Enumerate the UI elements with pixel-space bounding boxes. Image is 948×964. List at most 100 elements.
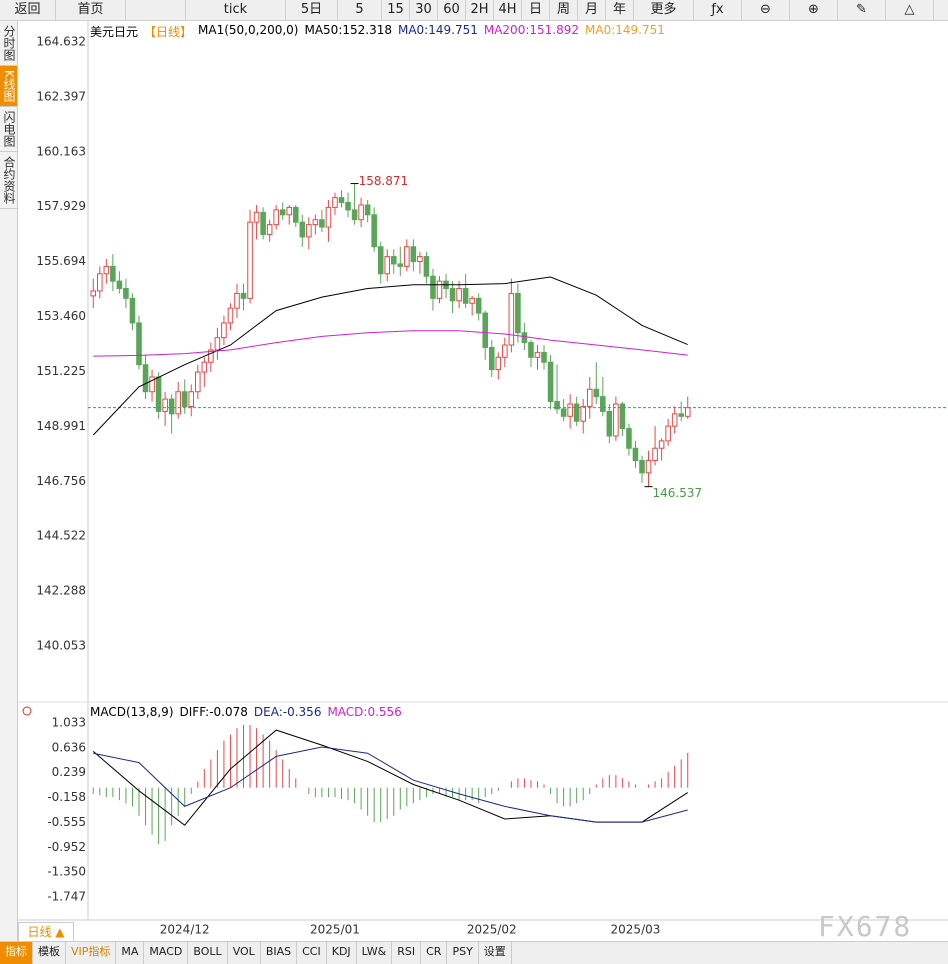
toolbar-icon[interactable] bbox=[126, 0, 186, 20]
candle-body bbox=[162, 398, 168, 412]
sidebar-tab[interactable]: K线图 bbox=[0, 66, 17, 107]
y-tick-label: 164.632 bbox=[36, 34, 86, 48]
bottom-tab[interactable]: BOLL bbox=[188, 942, 228, 964]
candle-body bbox=[195, 371, 201, 393]
toolbar-button[interactable]: 5日 bbox=[286, 0, 338, 20]
toolbar-button[interactable]: 周 bbox=[550, 0, 578, 20]
toolbar-button[interactable]: 返回 bbox=[0, 0, 56, 20]
candle-body bbox=[436, 280, 443, 299]
candle-body bbox=[123, 288, 129, 299]
candle-body bbox=[377, 246, 384, 275]
candle-body bbox=[384, 256, 391, 275]
x-tick-label: 2025/03 bbox=[611, 923, 661, 937]
toolbar-button[interactable]: 日 bbox=[522, 0, 550, 20]
candle-body bbox=[279, 209, 286, 216]
y-tick-label: -0.158 bbox=[47, 790, 86, 804]
candle-body bbox=[534, 351, 541, 358]
bottom-tab[interactable]: MA bbox=[116, 942, 145, 964]
y-tick-label: 144.522 bbox=[36, 529, 86, 543]
bottom-tab[interactable]: KDJ bbox=[327, 942, 357, 964]
sidebar-tab[interactable]: 闪电图 bbox=[0, 107, 17, 152]
candle-body bbox=[515, 292, 521, 334]
y-tick-label: 151.225 bbox=[36, 364, 86, 378]
candle-body bbox=[639, 460, 645, 474]
macd-settings-icon bbox=[22, 706, 32, 716]
candle-body bbox=[658, 440, 665, 449]
sidebar-tab[interactable]: 合约资料 bbox=[0, 152, 17, 209]
candle-body bbox=[541, 351, 547, 363]
candle-body bbox=[600, 396, 606, 412]
bottom-tab[interactable]: 指标 bbox=[0, 942, 33, 964]
y-tick-label: 0.636 bbox=[52, 740, 86, 754]
candle-body bbox=[528, 342, 534, 358]
toolbar-button[interactable]: 5 bbox=[338, 0, 382, 20]
candle-body bbox=[142, 364, 149, 393]
candle-body bbox=[410, 246, 417, 262]
bottom-tab[interactable]: PSY bbox=[447, 942, 479, 964]
y-tick-label: 160.163 bbox=[36, 144, 86, 158]
candle-body bbox=[299, 221, 306, 238]
candle-body bbox=[560, 408, 567, 417]
toolbar-icon[interactable]: ⊖ bbox=[742, 0, 790, 20]
toolbar-button[interactable]: 年 bbox=[606, 0, 634, 20]
candle-body bbox=[260, 211, 266, 235]
toolbar-button[interactable]: 月 bbox=[578, 0, 606, 20]
high-label: 158.871 bbox=[359, 174, 409, 188]
candle-body bbox=[325, 206, 332, 228]
y-tick-label: -0.952 bbox=[47, 840, 86, 854]
x-tick-label: 2025/01 bbox=[310, 923, 360, 937]
toolbar-button[interactable]: 首页 bbox=[56, 0, 126, 20]
candle-body bbox=[586, 388, 593, 407]
candle-body bbox=[404, 246, 410, 267]
candle-body bbox=[430, 275, 436, 299]
candle-body bbox=[247, 221, 253, 299]
candle-body bbox=[554, 401, 560, 410]
bottom-tab[interactable]: VOL bbox=[228, 942, 261, 964]
candle-body bbox=[214, 337, 221, 351]
y-tick-label: 0.239 bbox=[52, 765, 86, 779]
toolbar-button[interactable]: 15 bbox=[382, 0, 410, 20]
period-tab[interactable]: 日线 ▲ bbox=[18, 922, 74, 942]
x-tick-label: 2025/02 bbox=[467, 923, 517, 937]
toolbar-button[interactable]: 60 bbox=[438, 0, 466, 20]
bottom-tab[interactable]: VIP指标 bbox=[66, 942, 117, 964]
candle-body bbox=[684, 407, 691, 417]
bottom-tab[interactable]: 模板 bbox=[33, 942, 66, 964]
y-tick-label: 148.991 bbox=[36, 419, 86, 433]
sidebar-tab[interactable]: 分时图 bbox=[0, 21, 17, 66]
bottom-tab[interactable]: MACD bbox=[144, 942, 189, 964]
candle-body bbox=[449, 288, 456, 302]
candle-body bbox=[397, 263, 404, 267]
bottom-tab[interactable]: CR bbox=[421, 942, 448, 964]
toolbar-icon[interactable]: △ bbox=[886, 0, 934, 20]
y-tick-label: -0.555 bbox=[47, 815, 86, 829]
candle-body bbox=[332, 197, 338, 208]
candle-body bbox=[371, 214, 377, 248]
candle-body bbox=[502, 344, 508, 358]
watermark: FX678 bbox=[818, 910, 913, 943]
toolbar-button[interactable]: 30 bbox=[410, 0, 438, 20]
bottom-tab[interactable]: RSI bbox=[392, 942, 422, 964]
candle-body bbox=[482, 312, 489, 348]
toolbar-button[interactable]: 2H bbox=[466, 0, 494, 20]
toolbar-button[interactable]: 更多 bbox=[634, 0, 694, 20]
toolbar-button[interactable]: tick bbox=[186, 0, 286, 20]
candle-body bbox=[671, 413, 678, 427]
candle-body bbox=[351, 209, 358, 221]
price-header: 美元日元 【日线】 MA1(50,0,200,0) MA50:152.318 MA0:1… bbox=[90, 23, 665, 40]
candle-body bbox=[129, 297, 136, 324]
toolbar-button[interactable]: 4H bbox=[494, 0, 522, 20]
candle-body bbox=[181, 391, 188, 407]
bottom-tab[interactable]: LW& bbox=[357, 942, 393, 964]
bottom-tab[interactable]: CCI bbox=[297, 942, 327, 964]
candle-body bbox=[90, 290, 97, 297]
y-tick-label: -1.747 bbox=[47, 890, 86, 904]
bottom-tab[interactable]: 设置 bbox=[479, 942, 512, 964]
toolbar-icon[interactable]: ✎ bbox=[838, 0, 886, 20]
bottom-tab[interactable]: BIAS bbox=[261, 942, 298, 964]
candle-body bbox=[626, 428, 632, 449]
indicator-line bbox=[93, 330, 688, 357]
toolbar-icon[interactable]: ⊕ bbox=[790, 0, 838, 20]
toolbar-icon[interactable]: ƒx bbox=[694, 0, 742, 20]
